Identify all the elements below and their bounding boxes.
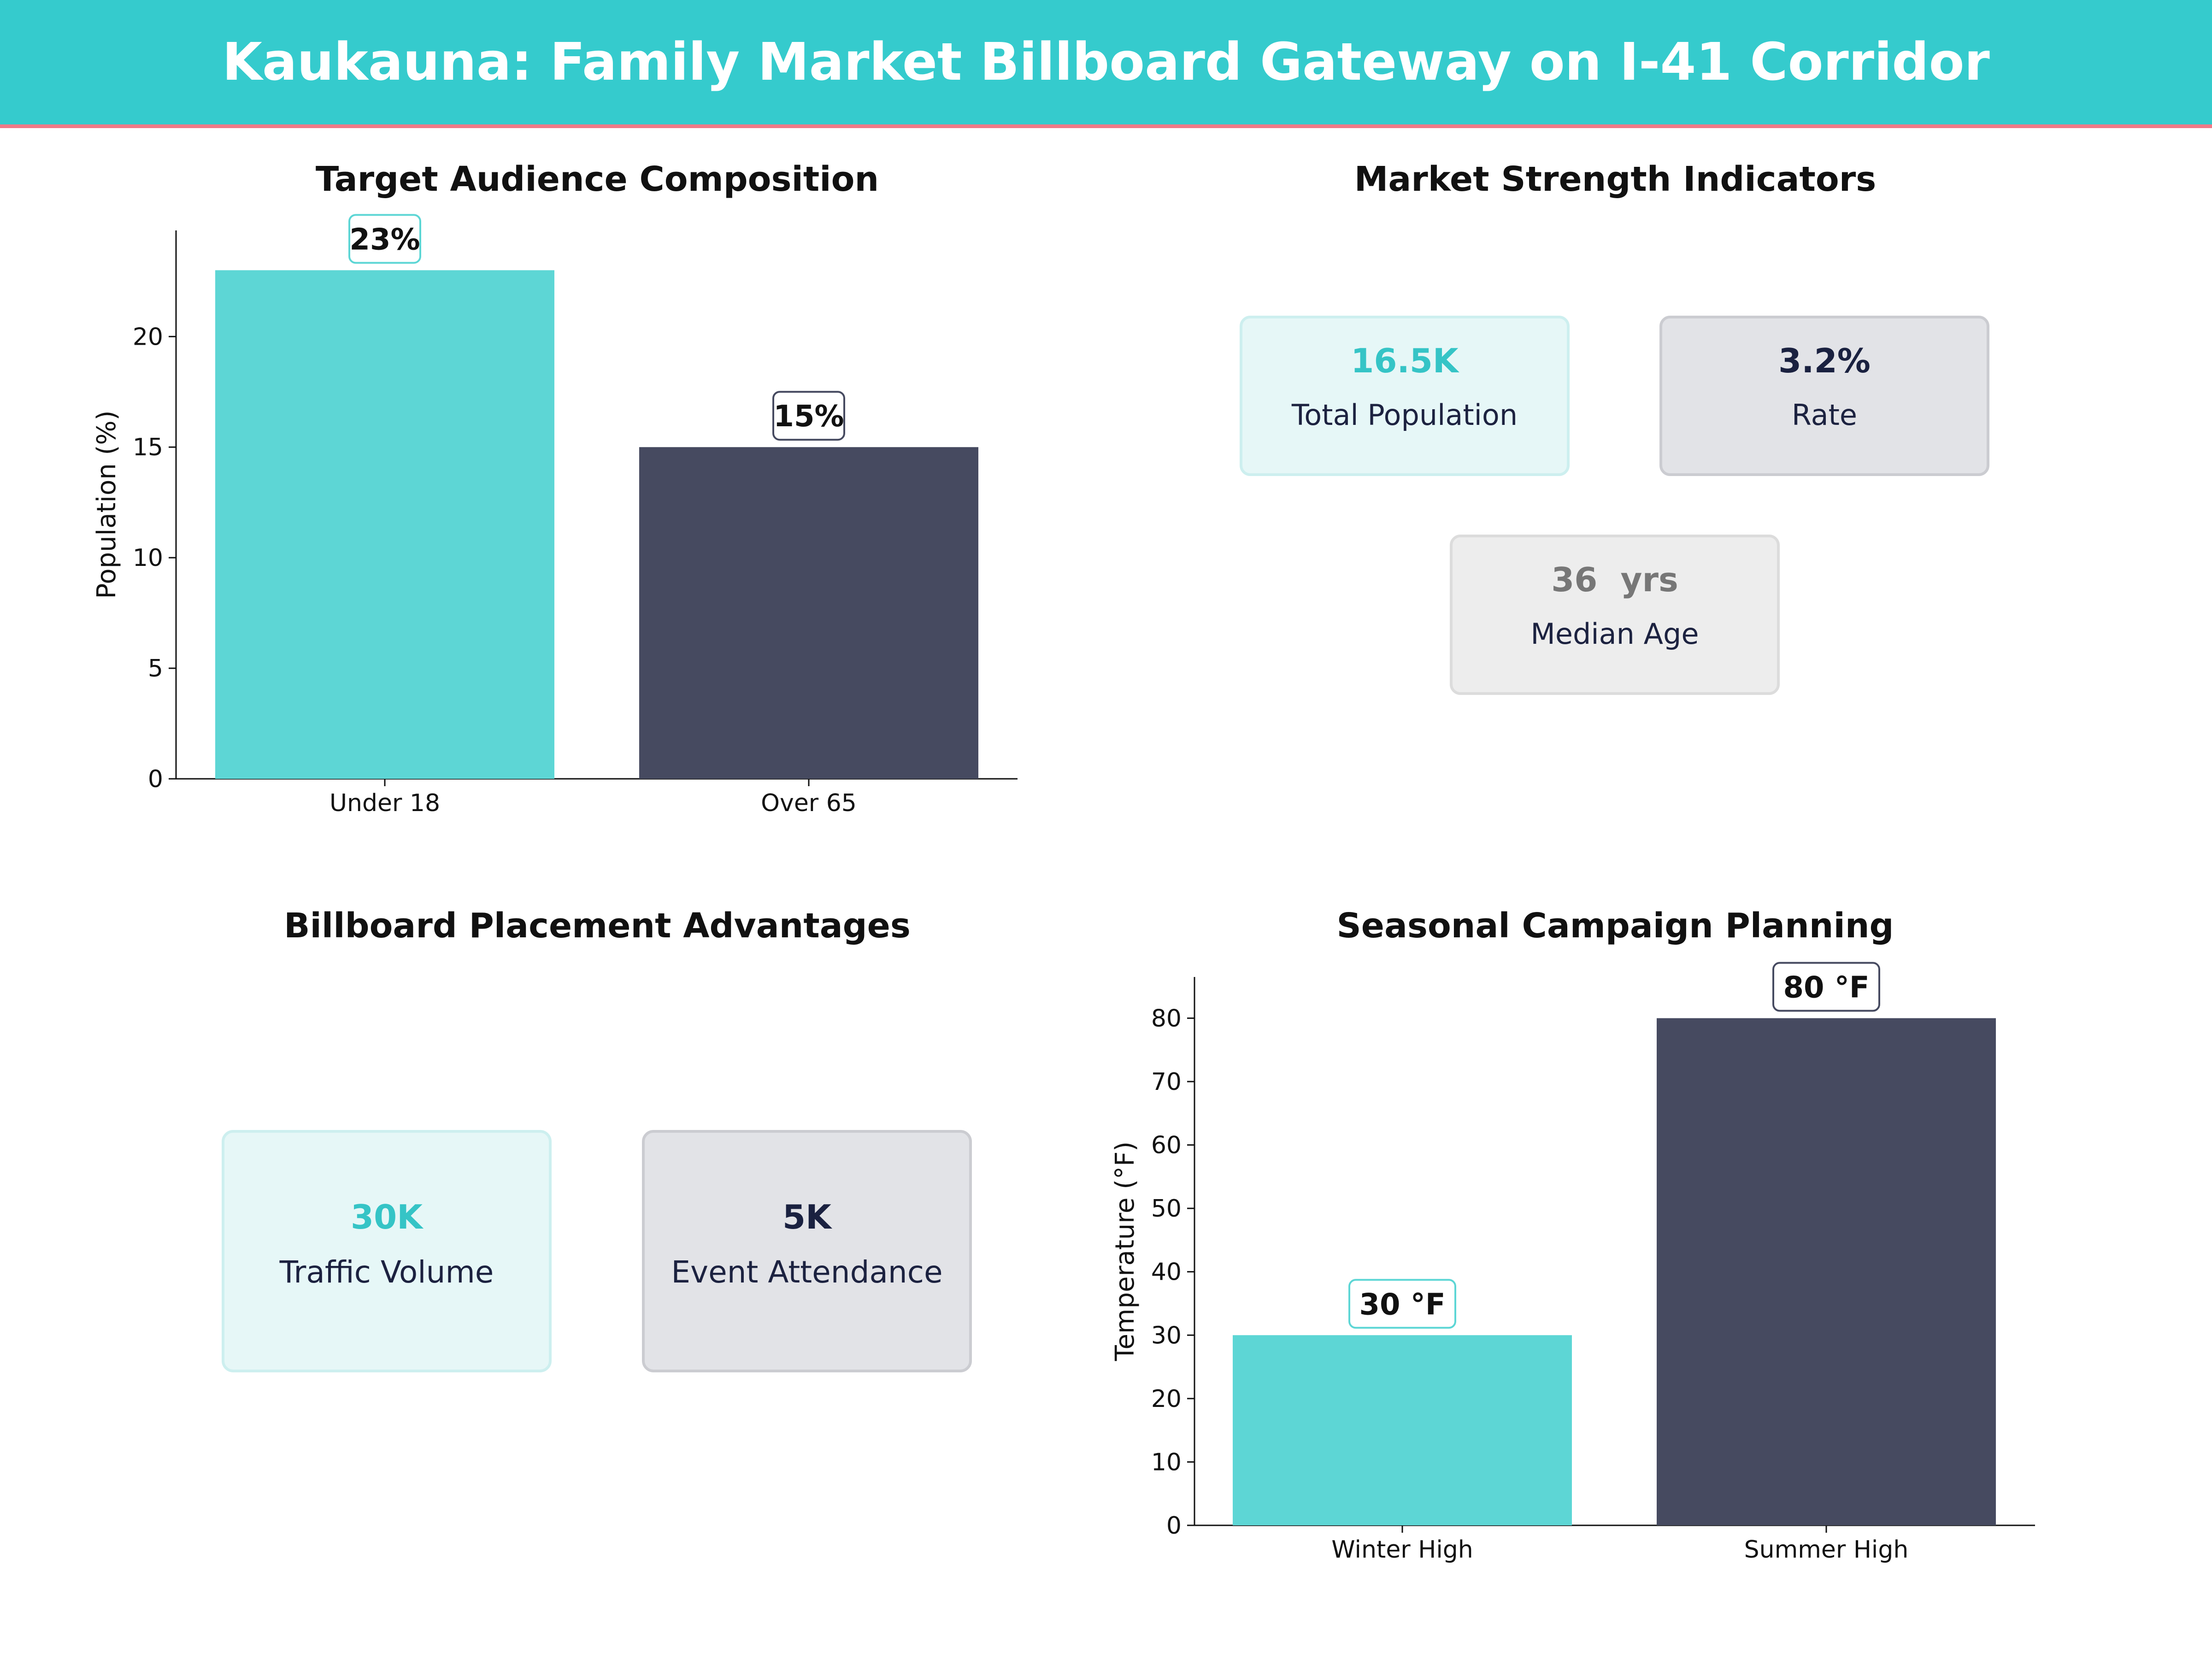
y-axis-label: Temperature (°F): [1110, 1141, 1140, 1361]
y-tick-label: 15: [133, 434, 163, 461]
kpi-card-median-age: 36 yrs Median Age: [1450, 535, 1780, 695]
data-label: 23%: [349, 223, 420, 257]
y-tick-label: 10: [1151, 1448, 1182, 1476]
bar: [639, 447, 978, 779]
kpi-value: 16.5K: [1351, 341, 1459, 380]
billboard-panel-title: Billboard Placement Advantages: [284, 906, 911, 946]
bar: [1233, 1335, 1572, 1525]
kpi-card-traffic-volume: 30K Traffic Volume: [222, 1130, 552, 1372]
kpi-label: Rate: [1792, 398, 1857, 432]
bar: [215, 270, 554, 779]
y-tick-label: 0: [1166, 1512, 1182, 1540]
y-tick-label: 10: [133, 544, 163, 572]
kpi-value: 5K: [782, 1198, 832, 1236]
kpi-label: Total Population: [1291, 398, 1518, 432]
kpi-value: 36 yrs: [1551, 560, 1678, 599]
data-label-box: [772, 391, 845, 441]
market-panel-title: Market Strength Indicators: [1354, 159, 1877, 199]
data-label: 15%: [773, 400, 844, 434]
y-tick-label: 60: [1151, 1132, 1182, 1159]
data-label-box: [348, 214, 421, 264]
y-tick-label: 5: [148, 655, 163, 682]
kpi-label: Event Attendance: [671, 1254, 942, 1290]
kpi-value: 3.2%: [1778, 341, 1871, 380]
kpi-value: 30K: [351, 1198, 424, 1236]
header-banner: Kaukauna: Family Market Billboard Gatewa…: [0, 0, 2212, 128]
y-tick-label: 20: [133, 323, 163, 351]
data-label: 30 °F: [1359, 1288, 1445, 1322]
kpi-label: Median Age: [1530, 617, 1699, 651]
bar: [1657, 1018, 1996, 1525]
x-tick-label: Under 18: [329, 789, 440, 817]
y-tick-label: 50: [1151, 1195, 1182, 1223]
seasonal-panel-title: Seasonal Campaign Planning: [1336, 906, 1894, 946]
data-label-box: [1772, 962, 1880, 1012]
page-title: Kaukauna: Family Market Billboard Gatewa…: [222, 32, 1990, 92]
audience-bar-chart: 0 5 10 15 20 Population (%) Under 18 23% Over 65…: [92, 214, 1018, 817]
y-tick-label: 20: [1151, 1385, 1182, 1413]
data-label-box: [1348, 1279, 1456, 1329]
y-tick-label: 0: [148, 765, 163, 793]
x-tick-label: Summer High: [1744, 1536, 1909, 1564]
kpi-card-rate: 3.2% Rate: [1659, 316, 1989, 476]
x-tick-label: Over 65: [761, 789, 857, 817]
kpi-card-event-attendance: 5K Event Attendance: [642, 1130, 972, 1372]
y-tick-label: 40: [1151, 1259, 1182, 1286]
y-tick-label: 80: [1151, 1005, 1182, 1032]
data-label: 80 °F: [1783, 971, 1869, 1005]
y-tick-label: 30: [1151, 1322, 1182, 1349]
y-tick-label: 70: [1151, 1068, 1182, 1096]
x-tick-label: Winter High: [1331, 1536, 1473, 1564]
kpi-label: Traffic Volume: [279, 1254, 494, 1290]
seasonal-bar-chart: 0 10 20 30 40 50 60 70 80 Temperature (°F) Winter …: [1110, 962, 2035, 1564]
y-axis-label: Population (%): [92, 411, 122, 599]
audience-panel-title: Target Audience Composition: [316, 159, 879, 199]
kpi-card-total-population: 16.5K Total Population: [1240, 316, 1570, 476]
